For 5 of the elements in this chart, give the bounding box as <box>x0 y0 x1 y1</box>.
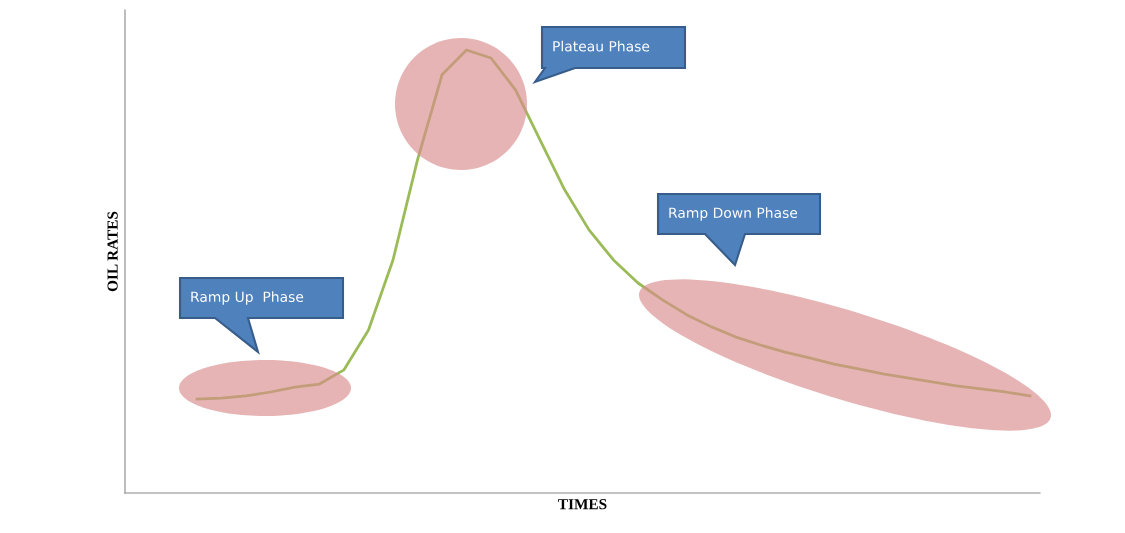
annotation: Ramp Down Phase <box>669 207 798 221</box>
annotation: Ramp Up Phase <box>191 291 304 305</box>
annotation: Plateau Phase <box>553 40 650 52</box>
y-axis-title: OIL RATES <box>107 211 118 292</box>
x-axis-title: TIMES <box>558 499 607 510</box>
